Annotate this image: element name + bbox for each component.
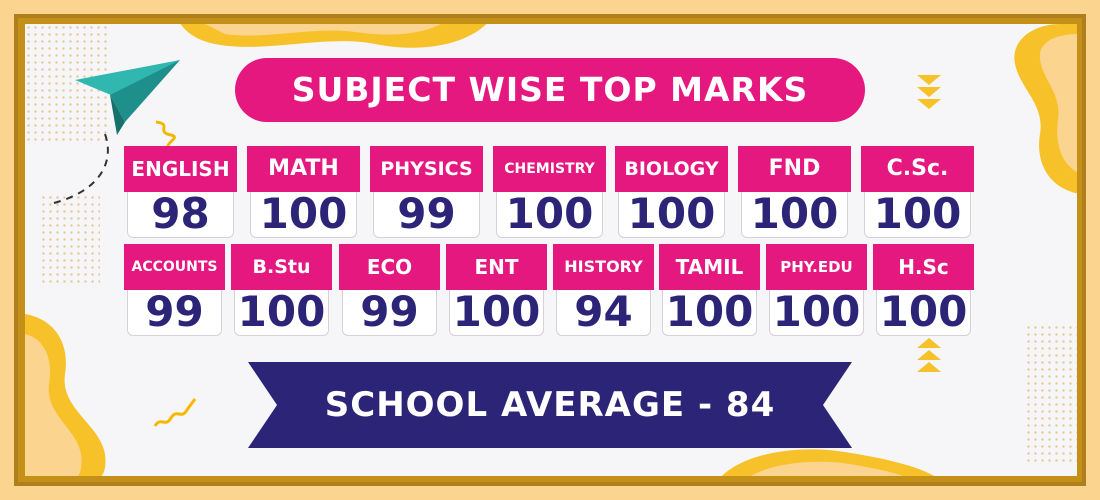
subject-mark: 100 [741, 192, 848, 238]
squiggle-icon [153, 398, 197, 427]
subject-mark: 98 [127, 192, 234, 238]
subject-card: C.Sc. 100 [861, 146, 974, 238]
subject-label: ENT [446, 244, 547, 290]
subject-label: C.Sc. [861, 146, 974, 192]
subject-card: PHY.EDU 100 [766, 244, 867, 336]
subject-card: MATH 100 [247, 146, 360, 238]
subject-label: MATH [247, 146, 360, 192]
dot-pattern-left [40, 194, 100, 284]
subject-mark: 100 [234, 290, 329, 336]
subject-card: H.Sc 100 [873, 244, 974, 336]
subject-mark: 94 [556, 290, 651, 336]
dot-pattern-right [1025, 324, 1077, 464]
bottom-blob-decoration [721, 449, 935, 476]
top-right-blob-decoration [1014, 24, 1077, 194]
paper-plane-icon [75, 60, 180, 135]
subject-mark: 100 [876, 290, 971, 336]
subject-card: TAMIL 100 [659, 244, 760, 336]
dashed-trail-decoration [49, 133, 109, 205]
subject-label: CHEMISTRY [493, 146, 606, 192]
subject-label: PHYSICS [370, 146, 483, 192]
subject-label: H.Sc [873, 244, 974, 290]
subject-mark: 99 [373, 192, 480, 238]
subject-card: ENT 100 [446, 244, 547, 336]
subject-mark: 100 [618, 192, 725, 238]
average-ribbon [248, 362, 852, 448]
subject-card: FND 100 [738, 146, 851, 238]
subject-mark: 100 [662, 290, 757, 336]
subject-label: PHY.EDU [766, 244, 867, 290]
chevron-down-icon [917, 75, 941, 109]
subject-label: HISTORY [553, 244, 654, 290]
subject-card: ENGLISH 98 [124, 146, 237, 238]
chevron-up-icon [917, 338, 941, 372]
subject-mark: 100 [864, 192, 971, 238]
subject-card: PHYSICS 99 [370, 146, 483, 238]
subject-mark: 99 [127, 290, 222, 336]
subject-card: CHEMISTRY 100 [493, 146, 606, 238]
subject-label: BIOLOGY [615, 146, 728, 192]
subject-mark: 99 [342, 290, 437, 336]
subject-card: B.Stu 100 [231, 244, 332, 336]
subject-card: ECO 99 [339, 244, 440, 336]
subject-card: HISTORY 94 [553, 244, 654, 336]
subject-mark: 100 [449, 290, 544, 336]
page-title: SUBJECT WISE TOP MARKS [235, 58, 865, 122]
subject-label: FND [738, 146, 851, 192]
subject-label: B.Stu [231, 244, 332, 290]
subject-card: ACCOUNTS 99 [124, 244, 225, 336]
subject-label: ECO [339, 244, 440, 290]
subject-label: ENGLISH [124, 146, 237, 192]
bottom-left-blob-decoration [25, 314, 106, 476]
top-blob-decoration [180, 24, 487, 48]
subject-mark: 100 [769, 290, 864, 336]
subject-mark: 100 [496, 192, 603, 238]
subject-label: ACCOUNTS [124, 244, 225, 290]
subject-card: BIOLOGY 100 [615, 146, 728, 238]
subject-mark: 100 [250, 192, 357, 238]
subject-label: TAMIL [659, 244, 760, 290]
school-average-label: SCHOOL AVERAGE - 84 [324, 385, 776, 425]
